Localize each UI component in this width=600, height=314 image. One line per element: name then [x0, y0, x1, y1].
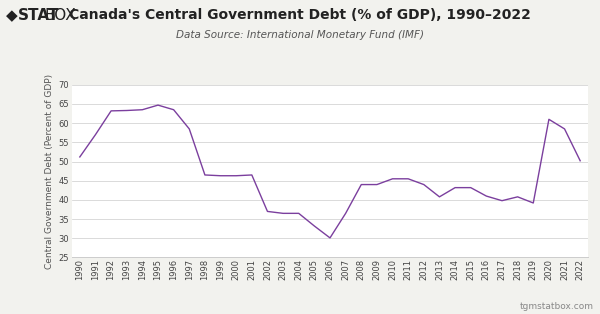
Text: STAT: STAT [18, 8, 59, 23]
Text: Canada's Central Government Debt (% of GDP), 1990–2022: Canada's Central Government Debt (% of G… [69, 8, 531, 22]
Y-axis label: Central Government Debt (Percent of GDP): Central Government Debt (Percent of GDP) [46, 73, 55, 269]
Text: Data Source: International Monetary Fund (IMF): Data Source: International Monetary Fund… [176, 30, 424, 40]
Text: tgmstatbox.com: tgmstatbox.com [520, 302, 594, 311]
Text: BOX: BOX [45, 8, 77, 23]
Text: ◆: ◆ [6, 8, 18, 23]
